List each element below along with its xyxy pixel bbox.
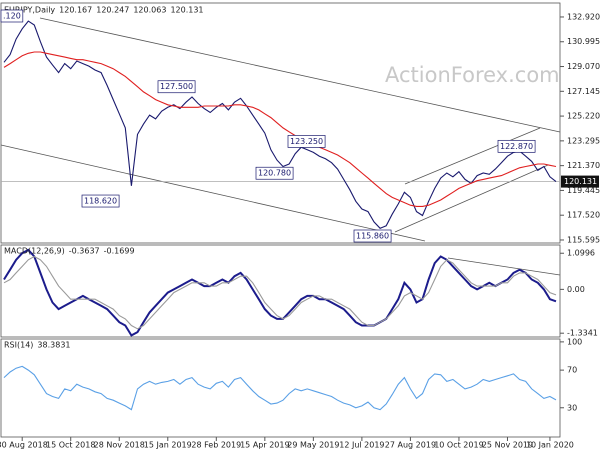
annotation: 115.860 [356,232,389,241]
price-frame [0,2,561,244]
y-tick-label: 130.995 [567,37,600,46]
y-tick-label: 129.070 [567,62,600,71]
y-tick-label: 127.145 [567,87,600,96]
panel-header: 120.063 [133,6,166,15]
y-tick-label: 132.920 [567,12,600,21]
x-tick-label: 15 Jan 2019 [144,441,192,450]
channel-line [39,17,561,133]
rsi-frame [0,338,561,438]
panel-header: 120.131 [170,6,203,15]
y-tick-label: 1.0996 [567,249,595,258]
annotation: 122.870 [500,142,533,151]
channel-line [394,164,549,233]
y-tick-label: 125.220 [567,112,600,121]
channel-line [404,127,541,185]
y-tick-label: 121.370 [567,161,600,170]
y-tick-label: 117.520 [567,211,600,220]
y-tick-label: 119.445 [567,186,600,195]
y-tick-label: -1.3341 [567,329,598,338]
channel-line [0,144,426,242]
annotation-box [157,80,196,94]
x-tick-label: 27 Aug 2019 [385,441,436,450]
annotation: 118.620 [84,197,117,206]
annotation-box [81,194,120,208]
panel-header: 38.3831 [37,341,70,350]
y-tick-label: 70 [567,366,577,375]
series-line [3,255,557,330]
annotation: 127.500 [160,82,193,91]
annotation-box [0,9,24,23]
x-tick-label: 10 Jan 2020 [526,441,574,450]
x-tick-label: 25 Nov 2019 [482,441,533,450]
current-price-label: 120.131 [564,177,597,186]
annotation-box [353,229,392,243]
annotation: .120 [3,12,21,21]
panel-header: -0.3637 [69,247,100,256]
watermark: ActionForex.com [385,63,560,87]
y-tick-label: 0.00 [567,285,585,294]
annotation: 123.250 [290,137,323,146]
x-tick-label: 15 Oct 2018 [46,441,95,450]
annotation-box [287,135,326,148]
x-tick-label: 10 Oct 2019 [434,441,483,450]
x-tick-label: 29 May 2019 [287,441,339,450]
x-tick-label: 28 Feb 2019 [191,441,241,450]
current-price-tag [561,175,599,188]
x-tick-label: 30 Aug 2018 [0,441,48,450]
panel-header: RSI(14) [4,341,33,350]
annotation-box [497,139,536,153]
y-tick-label: 115.595 [567,235,600,244]
series-line [3,20,557,229]
x-tick-label: 28 Nov 2018 [94,441,145,450]
x-tick-label: 15 Apr 2019 [240,441,289,450]
series-line [3,51,557,207]
series-line [3,248,557,337]
panel-header: MACD(12,26,9) [4,247,65,256]
macd-frame [0,244,561,338]
x-tick-label: 12 Jul 2019 [339,441,384,450]
series-line [3,365,557,411]
panel-header: EURJPY,Daily [4,6,55,15]
y-tick-label: 30 [567,403,577,412]
panel-header: 120.167 [59,6,92,15]
panel-header: 120.247 [96,6,129,15]
annotation-box [255,166,294,180]
annotation: 120.780 [258,169,291,178]
macd-trend-line [447,257,561,276]
y-tick-label: 100 [567,337,582,346]
panel-header: -0.1699 [104,247,135,256]
y-tick-label: 123.295 [567,136,600,145]
